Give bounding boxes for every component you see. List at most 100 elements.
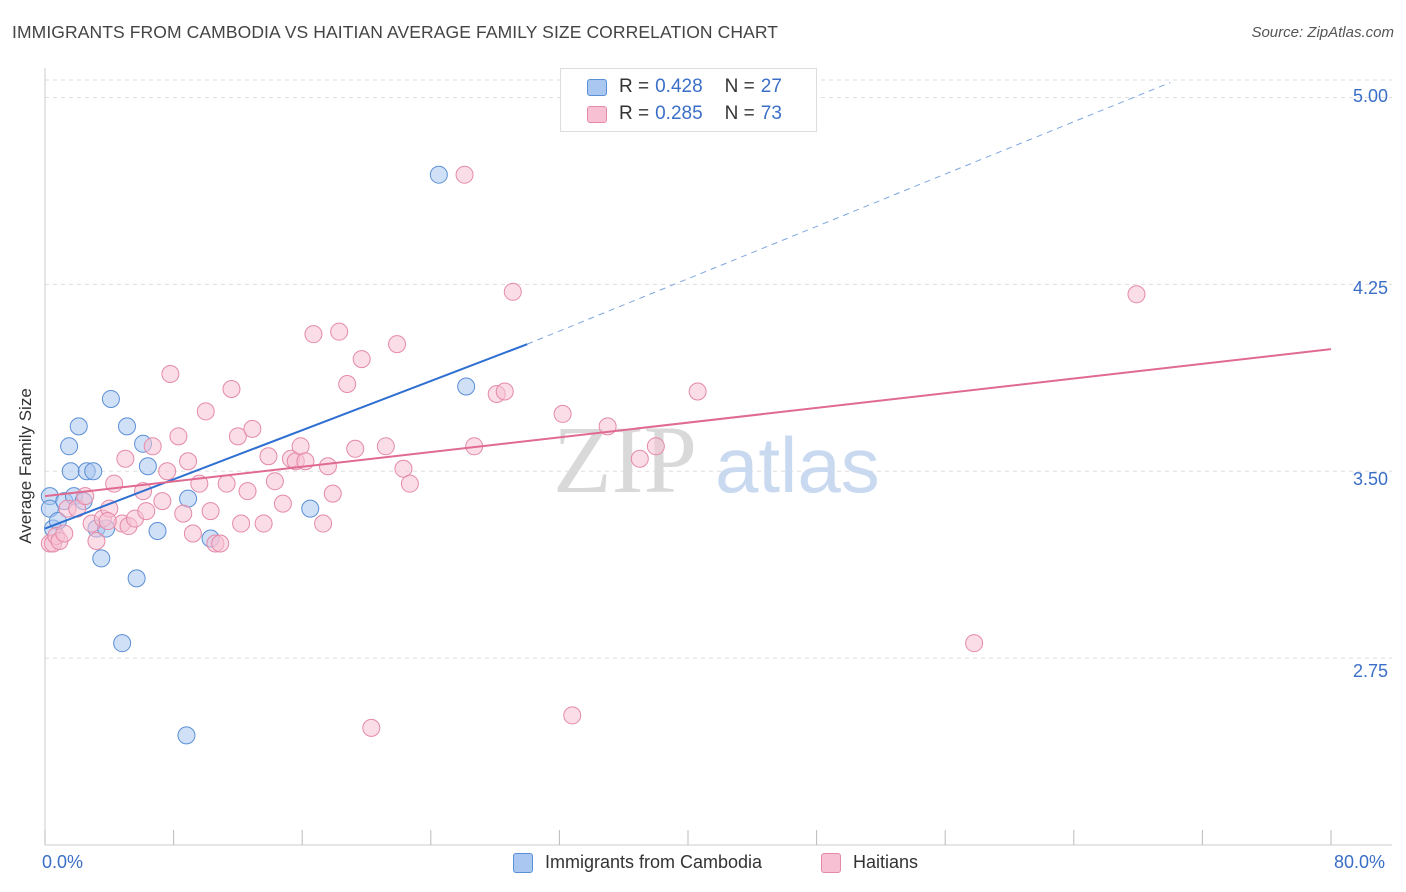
- haitian-point: [98, 512, 117, 531]
- haitian-point: [553, 404, 572, 423]
- chart-title: IMMIGRANTS FROM CAMBODIA VS HAITIAN AVER…: [12, 22, 779, 42]
- haitian-point: [646, 437, 665, 456]
- haitian-point: [318, 457, 337, 476]
- cambodia-point: [113, 634, 132, 653]
- haitian-point: [394, 459, 413, 478]
- haitian-point: [338, 375, 357, 394]
- legend-n-value: 27: [760, 76, 782, 97]
- bottom-legend-swatch-cambodia: [513, 852, 533, 873]
- haitian-point: [158, 462, 177, 481]
- haitian-point: [259, 447, 278, 466]
- cambodia-point: [60, 437, 79, 456]
- trend-lines: [44, 82, 1332, 530]
- y-tick-label: 4.25: [1353, 278, 1389, 298]
- haitian-point: [238, 482, 257, 501]
- haitian-point: [314, 514, 333, 533]
- haitian-point: [228, 427, 247, 446]
- cambodia-point: [92, 549, 111, 568]
- haitian-point: [323, 484, 342, 503]
- haitian-point: [352, 350, 371, 369]
- haitian-point: [143, 437, 162, 456]
- haitian-point: [137, 502, 156, 521]
- y-tick-label: 3.50: [1353, 469, 1389, 489]
- legend-swatch-cambodia: [587, 78, 607, 96]
- haitian-point: [455, 165, 474, 184]
- legend-r-value: 0.285: [655, 103, 703, 124]
- haitian-point: [201, 502, 220, 521]
- haitian-point: [563, 706, 582, 725]
- y-tick-label: 5.00: [1353, 86, 1389, 106]
- cambodia-trend-line: [44, 343, 528, 530]
- y-tick-label: 2.75: [1353, 661, 1389, 681]
- haitian-point: [153, 492, 172, 511]
- gridlines: [45, 79, 1392, 659]
- cambodia-point: [301, 499, 320, 518]
- cambodia-point: [117, 417, 136, 436]
- legend-n-value: 73: [760, 103, 782, 124]
- bottom-legend-swatch-haitians: [821, 852, 841, 873]
- haitian-point: [232, 514, 251, 533]
- data-points: [40, 165, 1146, 745]
- cambodia-point: [61, 462, 80, 481]
- cambodia-point: [457, 377, 476, 396]
- legend-row-cambodia: R = 0.428 N = 27: [587, 74, 782, 100]
- legend: R = 0.428 N = 27 R = 0.285 N = 73: [560, 68, 817, 132]
- legend-r-label: R =: [619, 103, 650, 124]
- legend-row-haitians: R = 0.285 N = 73: [587, 101, 782, 127]
- chart-source: Source: ZipAtlas.com: [1251, 24, 1394, 41]
- cambodia-point: [127, 569, 146, 588]
- haitian-point: [183, 524, 202, 543]
- haitian-point: [169, 427, 188, 446]
- haitian-point: [179, 452, 198, 471]
- haitian-point: [630, 449, 649, 468]
- legend-n-label: N =: [724, 103, 755, 124]
- cambodia-trend-extension: [527, 82, 1171, 345]
- cambodia-point: [177, 726, 196, 745]
- haitian-point: [196, 402, 215, 421]
- haitian-point: [376, 437, 395, 456]
- cambodia-point: [148, 522, 167, 541]
- cambodia-point: [69, 417, 88, 436]
- x-tick-label-right: 80.0%: [1334, 852, 1386, 872]
- axes: [44, 68, 1392, 846]
- y-axis-label-wrap: Average Family Size: [6, 388, 46, 544]
- haitian-point: [55, 524, 74, 543]
- x-tick-label-left: 0.0%: [42, 852, 84, 872]
- haitian-point: [330, 322, 349, 341]
- y-axis-label: Average Family Size: [16, 388, 35, 544]
- haitian-point: [254, 514, 273, 533]
- cambodia-point: [179, 489, 198, 508]
- haitian-point: [688, 382, 707, 401]
- haitian-point: [495, 382, 514, 401]
- haitian-point: [388, 335, 407, 354]
- bottom-legend: Immigrants from Cambodia Haitians: [0, 852, 1406, 878]
- legend-r-label: R =: [619, 76, 650, 97]
- haitian-trend-line: [44, 348, 1332, 498]
- haitian-point: [116, 449, 135, 468]
- bottom-legend-label-cambodia: Immigrants from Cambodia: [545, 852, 763, 872]
- legend-r-value: 0.428: [655, 76, 703, 97]
- haitian-point: [174, 504, 193, 523]
- haitian-point: [222, 379, 241, 398]
- cambodia-point: [138, 457, 157, 476]
- haitian-point: [211, 534, 230, 553]
- haitian-point: [304, 325, 323, 344]
- watermark-zip: ZIP: [553, 406, 697, 513]
- bottom-legend-haitians: Haitians: [821, 852, 918, 873]
- haitian-point: [291, 437, 310, 456]
- cambodia-point: [101, 389, 120, 408]
- haitian-point: [243, 419, 262, 438]
- haitian-point: [362, 718, 381, 737]
- legend-swatch-haitians: [587, 105, 607, 123]
- haitian-point: [161, 365, 180, 384]
- bottom-legend-cambodia: Immigrants from Cambodia: [513, 852, 762, 873]
- haitian-point: [346, 439, 365, 458]
- haitian-point: [273, 494, 292, 513]
- haitian-point: [965, 634, 984, 653]
- haitian-point: [265, 472, 284, 491]
- watermark-atlas: atlas: [715, 421, 880, 509]
- haitian-point: [503, 282, 522, 301]
- cambodia-point: [429, 165, 448, 184]
- haitian-point: [217, 474, 236, 493]
